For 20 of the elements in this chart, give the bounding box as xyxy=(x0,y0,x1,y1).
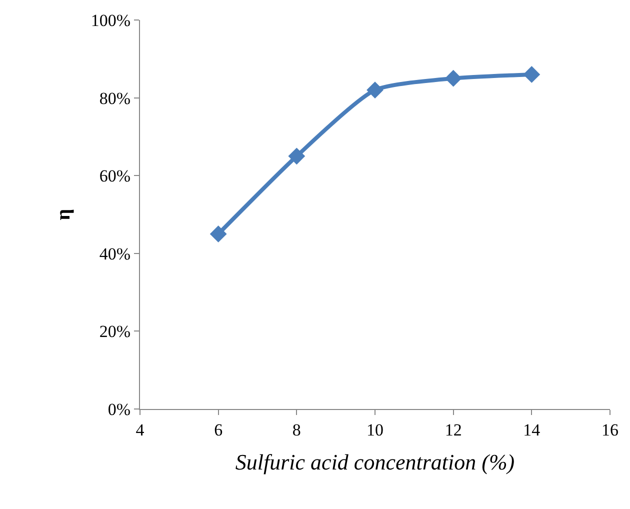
y-tick-label: 20% xyxy=(99,322,131,342)
y-tick-label: 0% xyxy=(108,400,131,419)
x-axis-title: Sulfuric acid concentration (%) xyxy=(235,449,515,474)
x-tick-label: 6 xyxy=(214,420,223,440)
point xyxy=(444,70,462,87)
x-tick-label: 12 xyxy=(444,420,462,440)
y-tick-label: 40% xyxy=(99,244,131,264)
y-tick-label: 80% xyxy=(99,88,131,108)
y-axis-title: η xyxy=(52,208,74,220)
point xyxy=(210,226,227,242)
y-tick-label: 60% xyxy=(99,166,131,186)
x-tick-label: 16 xyxy=(602,420,618,440)
point xyxy=(288,148,306,165)
point xyxy=(523,66,540,83)
point xyxy=(366,82,384,98)
x-tick-label: 14 xyxy=(523,420,541,440)
y-tick-label: 100% xyxy=(90,10,131,30)
x-tick-label: 8 xyxy=(292,420,301,440)
x-tick-label: 4 xyxy=(136,420,145,440)
x-tick-label: 10 xyxy=(366,420,384,440)
